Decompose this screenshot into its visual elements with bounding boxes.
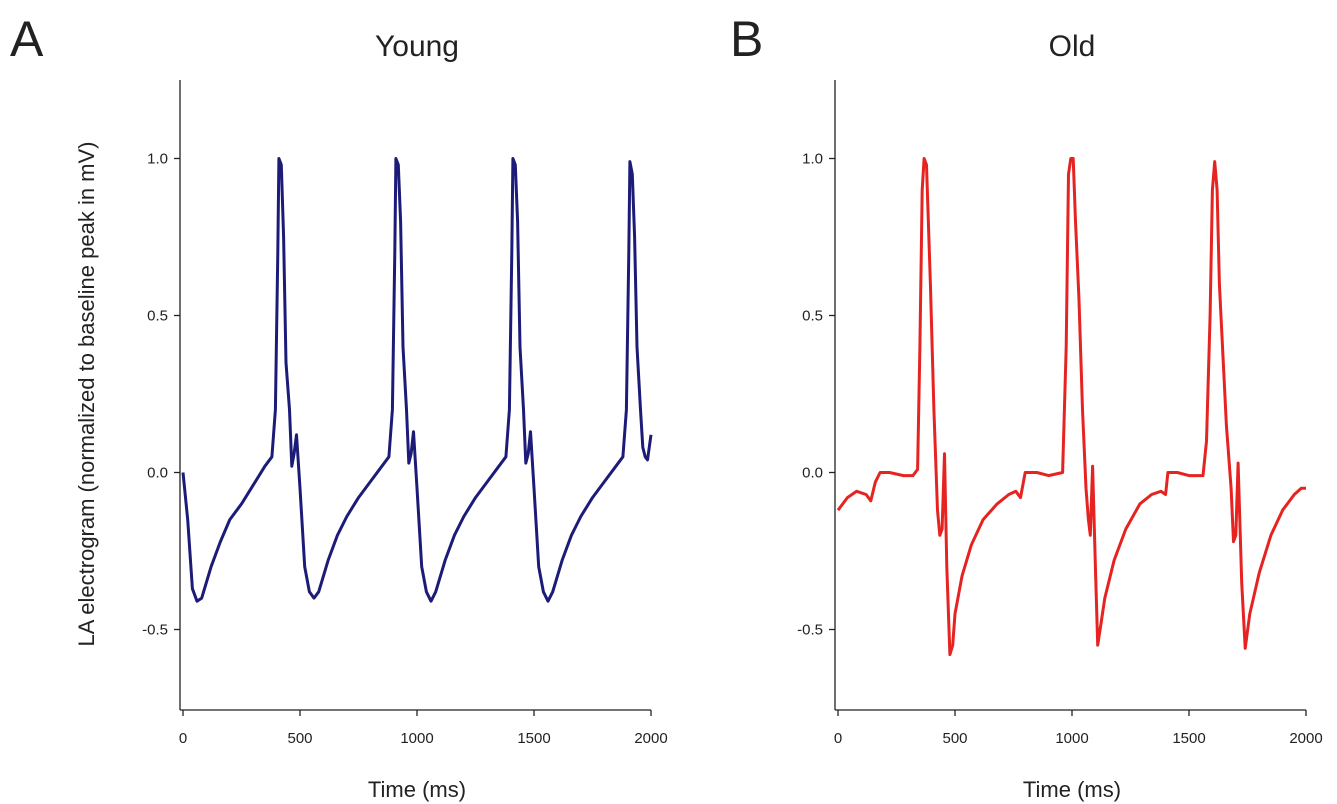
x-tick-label: 1000	[1055, 730, 1088, 747]
x-tick-label: 500	[287, 730, 312, 747]
panel-label: B	[730, 11, 763, 67]
x-tick-label: 2000	[1289, 730, 1322, 747]
data-line	[836, 157, 1306, 657]
panel-label: A	[10, 11, 44, 67]
x-tick-label: 0	[179, 730, 187, 747]
y-tick-label: 1.0	[147, 151, 168, 168]
y-tick-label: 0.5	[147, 308, 168, 325]
x-axis-label: Time (ms)	[368, 777, 466, 802]
y-tick-label: -0.5	[797, 622, 823, 639]
y-tick-label: -0.5	[142, 622, 168, 639]
x-tick-label: 0	[834, 730, 842, 747]
y-tick-label: 0.0	[802, 465, 823, 482]
x-tick-label: 1000	[400, 730, 433, 747]
y-tick-label: 0.0	[147, 465, 168, 482]
y-tick-label: 0.5	[802, 308, 823, 325]
y-tick-label: 1.0	[802, 151, 823, 168]
x-axis-label: Time (ms)	[1023, 777, 1121, 802]
x-tick-label: 1500	[1172, 730, 1205, 747]
x-tick-label: 1500	[517, 730, 550, 747]
y-axis-label: LA electrogram (normalized to baseline p…	[74, 141, 99, 646]
chart-title: Old	[1049, 30, 1096, 63]
chart-title: Young	[375, 30, 459, 63]
data-line	[181, 157, 653, 603]
x-tick-label: 500	[942, 730, 967, 747]
x-tick-label: 2000	[634, 730, 667, 747]
